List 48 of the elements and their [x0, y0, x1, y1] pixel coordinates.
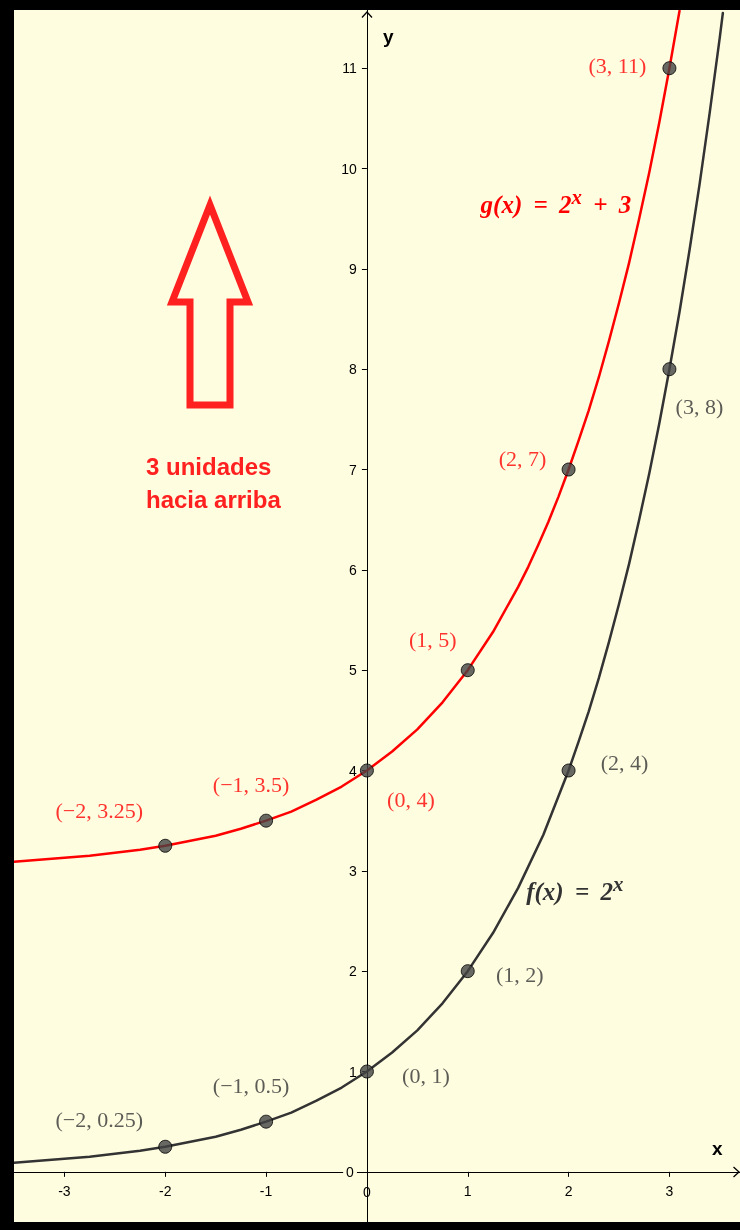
y-tick-label: 11: [342, 60, 358, 77]
point: [662, 362, 677, 377]
y-tick-label: 1: [349, 1063, 358, 1080]
data-label: (2, 4): [600, 750, 649, 776]
x-tick-label: -2: [159, 1182, 172, 1199]
x-tick-label: 3: [665, 1182, 674, 1199]
x-tick-label: -1: [259, 1182, 273, 1199]
y-tick-label: 2: [349, 963, 358, 980]
data-label: (2, 7): [498, 446, 547, 472]
data-label: (−2, 0.25): [55, 1107, 144, 1133]
y-tick-label: 5: [349, 662, 358, 679]
y-tick-label: 6: [349, 561, 358, 578]
point: [460, 663, 475, 678]
y-axis-title: y: [382, 26, 394, 47]
point: [259, 1114, 274, 1129]
data-label: (0, 4): [387, 787, 435, 813]
point: [158, 1139, 173, 1154]
x-tick-label: 1: [463, 1182, 472, 1199]
y-tick-label: 4: [349, 762, 358, 779]
annotation: 3 unidades hacia arriba: [146, 453, 282, 513]
data-label: (0, 1): [402, 1063, 450, 1088]
y-tick-label: 0: [346, 1163, 355, 1180]
data-label: (−1, 0.5): [212, 1073, 290, 1099]
point: [359, 1064, 374, 1079]
data-label: (3, 8): [675, 393, 724, 419]
point: [259, 813, 274, 828]
data-label: (−1, 3.5): [212, 772, 290, 798]
line-series: [14, 11, 725, 1165]
x-axis-title: x: [712, 1137, 723, 1159]
y-tick-label: 7: [349, 461, 358, 478]
data-label: (3, 11): [588, 52, 647, 78]
x-tick-label: 2: [564, 1182, 573, 1199]
y-tick-label: 10: [341, 160, 358, 177]
point: [359, 763, 374, 778]
data-label: (−2, 3.25): [55, 798, 144, 824]
point: [460, 964, 475, 979]
data-label: (1, 5): [408, 626, 457, 652]
x-tick-label: -3: [58, 1182, 71, 1199]
series-label: g(x) = 2$^{x}$ + 3: [480, 183, 632, 220]
data-label: (1, 2): [495, 961, 544, 987]
point: [561, 763, 576, 778]
y-tick-label: 9: [349, 260, 358, 277]
y-tick-label: 3: [349, 862, 358, 879]
series-label: f(x) = 2$^{x}$: [526, 870, 624, 908]
point: [158, 838, 173, 853]
point: [662, 61, 677, 76]
y-tick-label: 8: [349, 361, 358, 378]
point: [561, 462, 576, 477]
